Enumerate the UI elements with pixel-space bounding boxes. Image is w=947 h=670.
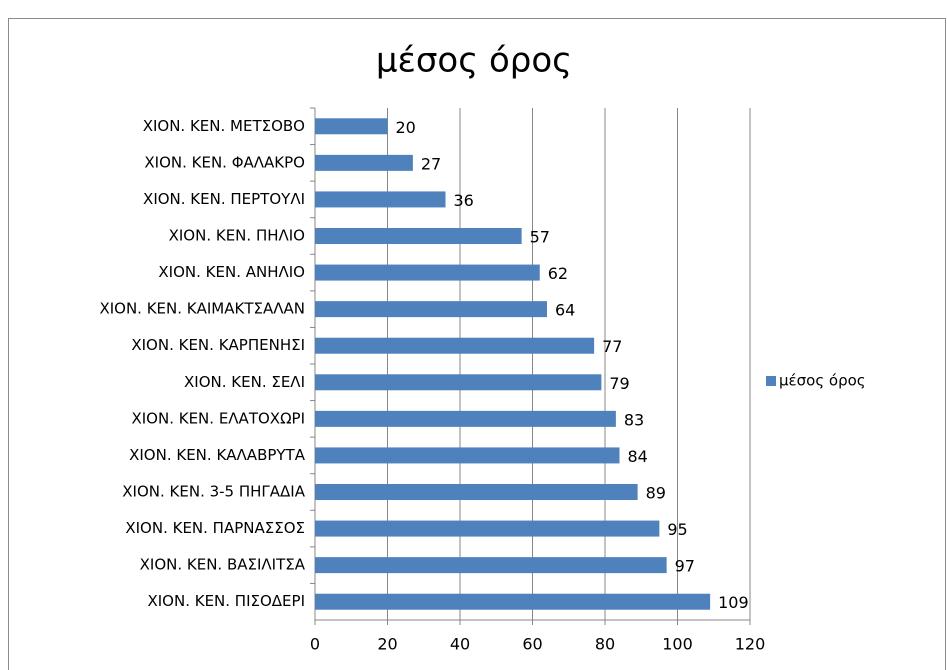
data-label: 97 <box>675 557 695 576</box>
y-tick-label: ΧΙΟΝ. ΚΕΝ. ΚΑΙΜΑΚΤΣΑΛΑΝ <box>99 300 305 318</box>
bar <box>315 228 522 244</box>
y-tick-label: ΧΙΟΝ. ΚΕΝ. ΠΙΣΟΔΕΡΙ <box>147 592 305 610</box>
legend-label: μέσος όρος <box>779 372 866 390</box>
bar <box>315 520 660 537</box>
bar <box>315 593 711 610</box>
data-label: 62 <box>548 264 568 283</box>
y-tick-label: ΧΙΟΝ. ΚΕΝ. ΚΑΛΑΒΡΥΤΑ <box>129 446 306 464</box>
bar <box>315 374 602 391</box>
data-label: 89 <box>646 484 666 503</box>
y-tick-label: ΧΙΟΝ. ΚΕΝ. 3-5 ΠΗΓΑΔΙΑ <box>122 483 305 501</box>
bar <box>315 118 388 135</box>
x-tick-label: 120 <box>735 635 766 654</box>
bar <box>315 410 616 427</box>
data-label: 20 <box>396 118 416 137</box>
bar <box>315 301 547 318</box>
y-tick-label: ΧΙΟΝ. ΚΕΝ. ΠΑΡΝΑΣΣΟΣ <box>125 519 305 537</box>
x-tick-label: 40 <box>450 635 470 654</box>
legend-swatch <box>766 376 776 386</box>
bar <box>315 484 638 500</box>
data-label: 77 <box>602 337 622 356</box>
y-tick-label: ΧΙΟΝ. ΚΕΝ. ΜΕΤΣΟΒΟ <box>143 117 305 135</box>
x-tick-label: 100 <box>662 635 693 654</box>
bar <box>315 191 446 208</box>
x-tick-label: 20 <box>377 635 397 654</box>
data-label: 36 <box>454 191 474 210</box>
y-tick-label: ΧΙΟΝ. ΚΕΝ. ΦΑΛΑΚΡΟ <box>144 153 305 171</box>
y-tick-label: ΧΙΟΝ. ΚΕΝ. ΠΗΛΙΟ <box>169 227 305 245</box>
data-label: 27 <box>421 154 441 173</box>
data-label: 64 <box>555 301 575 320</box>
x-tick-label: 0 <box>310 635 320 654</box>
bar <box>315 557 667 574</box>
bar <box>315 337 595 354</box>
data-label: 57 <box>530 228 550 247</box>
y-tick-label: ΧΙΟΝ. ΚΕΝ. ΚΑΡΠΕΝΗΣΙ <box>131 336 305 354</box>
bar <box>315 154 413 171</box>
x-tick-label: 80 <box>595 635 615 654</box>
data-label: 79 <box>609 374 629 393</box>
x-tick-label: 60 <box>522 635 542 654</box>
bar <box>315 447 620 464</box>
y-tick-label: ΧΙΟΝ. ΚΕΝ. ΠΕΡΤΟΥΛΙ <box>143 190 305 208</box>
data-label: 83 <box>624 410 644 429</box>
data-label: 84 <box>628 447 648 466</box>
y-tick-label: ΧΙΟΝ. ΚΕΝ. ΣΕΛΙ <box>184 373 305 391</box>
y-tick-label: ΧΙΟΝ. ΚΕΝ. ΒΑΣΙΛΙΤΣΑ <box>140 556 306 574</box>
chart-title: μέσος όρος <box>376 41 572 81</box>
y-tick-label: ΧΙΟΝ. ΚΕΝ. ΑΝΗΛΙΟ <box>158 263 305 281</box>
data-label: 95 <box>667 520 687 539</box>
bar <box>315 264 540 281</box>
y-tick-label: ΧΙΟΝ. ΚΕΝ. ΕΛΑΤΟΧΩΡΙ <box>131 409 305 427</box>
data-label: 109 <box>718 593 749 612</box>
